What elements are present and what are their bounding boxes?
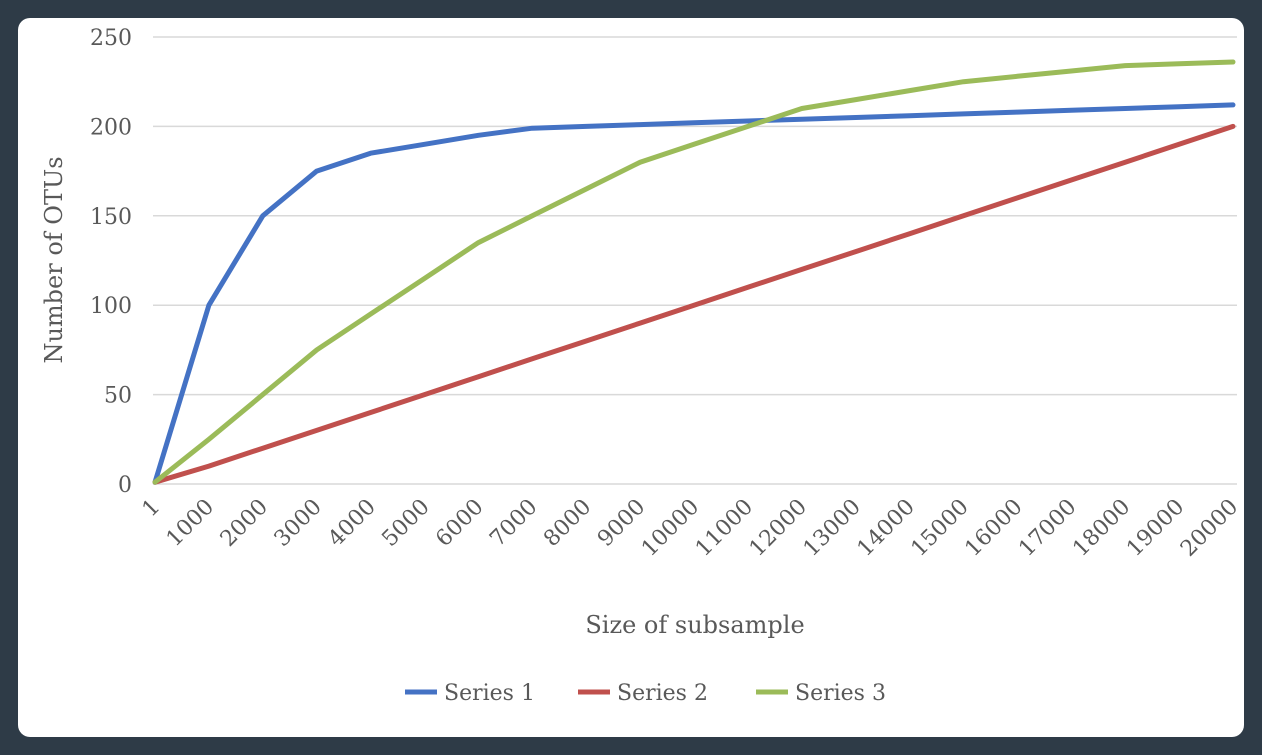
y-tick-label: 150 — [90, 205, 132, 230]
x-tick-label: 17000 — [1014, 495, 1081, 562]
legend-label-2: Series 2 — [617, 681, 708, 706]
y-axis-title: Number of OTUs — [40, 156, 68, 363]
x-tick-label: 13000 — [799, 495, 866, 562]
legend-label-1: Series 1 — [444, 681, 535, 706]
series-lines — [152, 59, 1236, 485]
x-tick-label: 10000 — [637, 495, 704, 562]
x-tick-label: 3000 — [270, 495, 327, 552]
chart-card — [18, 18, 1244, 737]
legend-label-3: Series 3 — [795, 681, 886, 706]
x-tick-label: 12000 — [745, 495, 812, 562]
x-axis-title: Size of subsample — [585, 611, 804, 639]
x-tick-label: 19000 — [1122, 495, 1189, 562]
x-tick-label: 6000 — [431, 495, 488, 552]
x-tick-label: 8000 — [539, 495, 596, 552]
x-tick-label: 4000 — [324, 495, 381, 552]
gridlines — [153, 36, 1237, 485]
y-tick-label: 0 — [118, 473, 132, 498]
x-tick-label: 16000 — [960, 495, 1027, 562]
y-tick-label: 200 — [90, 115, 132, 140]
y-tick-label: 100 — [90, 294, 132, 319]
x-tick-label: 1000 — [162, 495, 219, 552]
series-line-1 — [152, 102, 1236, 485]
x-tick-label: 20000 — [1176, 495, 1243, 562]
x-tick-label: 2000 — [216, 495, 273, 552]
x-tick-label: 15000 — [907, 495, 974, 562]
y-tick-label: 50 — [104, 384, 132, 409]
x-axis-ticks: 1100020003000400050006000700080009000100… — [138, 495, 1244, 562]
x-tick-label: 5000 — [377, 495, 434, 552]
x-tick-label: 18000 — [1068, 495, 1135, 562]
x-tick-label: 14000 — [853, 495, 920, 562]
x-tick-label: 7000 — [485, 495, 542, 552]
legend: Series 1 Series 2 Series 3 — [405, 681, 886, 706]
y-axis-ticks: 0 50 100 150 200 250 — [90, 26, 132, 498]
x-tick-label: 11000 — [691, 495, 758, 562]
series-line-3 — [152, 59, 1236, 485]
series-line-2 — [152, 123, 1236, 485]
y-tick-label: 250 — [90, 26, 132, 51]
x-tick-label: 1 — [138, 495, 166, 523]
